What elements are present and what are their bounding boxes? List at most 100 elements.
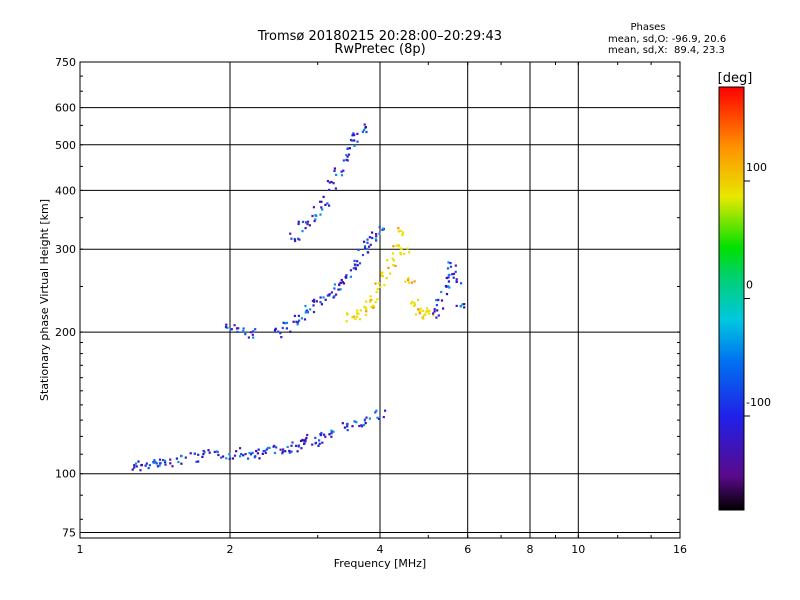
echo-point [368, 300, 371, 303]
echo-points [131, 123, 466, 472]
echo-point [375, 290, 378, 293]
echo-point [282, 448, 285, 451]
echo-point [374, 301, 377, 304]
echo-point [418, 312, 421, 315]
echo-point [321, 208, 324, 211]
echo-point [252, 330, 255, 333]
echo-point [237, 327, 240, 330]
echo-point [399, 253, 402, 256]
x-tick-label: 1 [77, 543, 84, 556]
echo-point [355, 421, 358, 424]
echo-point [148, 464, 151, 467]
echo-point [220, 456, 223, 459]
echo-point [320, 206, 323, 209]
echo-point [361, 130, 364, 133]
y-axis-ticks [80, 75, 680, 520]
echo-point [328, 433, 331, 436]
echo-point [407, 279, 410, 282]
echo-point [156, 465, 159, 468]
echo-point [189, 452, 192, 455]
echo-point [417, 298, 420, 301]
echo-point [422, 317, 425, 320]
echo-point [403, 252, 406, 255]
echo-point [452, 276, 455, 279]
echo-point [304, 440, 307, 443]
echo-point [382, 227, 385, 230]
echo-point [358, 262, 362, 265]
echo-point [440, 290, 443, 294]
phase-stats-title: Phases [630, 22, 665, 33]
echo-point [314, 218, 317, 221]
echo-point [411, 300, 414, 303]
echo-point [258, 457, 261, 460]
echo-point [345, 276, 348, 279]
echo-point [368, 245, 371, 248]
echo-point [297, 237, 300, 240]
x-axis-ticks [79, 62, 681, 538]
echo-point [352, 132, 355, 135]
echo-point [445, 293, 449, 296]
echo-point [353, 315, 356, 318]
echo-point [433, 310, 436, 313]
echo-point [346, 313, 349, 316]
echo-point [346, 159, 349, 162]
echo-point [137, 460, 140, 463]
echo-point [213, 450, 216, 453]
phase-stats-o: mean, sd,O: -96.9, 20.6 [608, 34, 726, 45]
echo-point [330, 180, 333, 184]
echo-point [408, 281, 411, 284]
echo-point [273, 444, 276, 447]
echo-point [275, 446, 278, 449]
echo-point [398, 245, 401, 248]
echo-point [158, 462, 162, 465]
echo-point [345, 158, 348, 161]
echo-point [311, 299, 314, 302]
echo-point [230, 328, 233, 331]
y-tick-label: 200 [55, 326, 76, 339]
x-axis-label: Frequency [MHz] [334, 557, 426, 570]
echo-point [356, 140, 359, 143]
echo-point [263, 449, 266, 453]
echo-point [332, 296, 335, 299]
echo-point [328, 181, 331, 184]
echo-point [399, 229, 402, 232]
echo-point [391, 257, 394, 260]
echo-point [376, 287, 379, 291]
y-axis-label: Stationary phase Virtual Height [km] [38, 199, 51, 401]
echo-point [463, 306, 466, 309]
echo-point [140, 463, 143, 467]
echo-point [326, 294, 329, 297]
echo-point [262, 450, 265, 453]
echo-point [317, 444, 320, 447]
echo-point [397, 243, 400, 246]
echo-point [320, 433, 323, 436]
echo-point [452, 272, 456, 275]
echo-point [202, 449, 205, 453]
echo-point [279, 448, 282, 451]
echo-point [383, 284, 386, 287]
echo-point [410, 302, 413, 305]
echo-point [447, 273, 450, 277]
echo-point [284, 322, 287, 325]
echo-point [314, 436, 317, 439]
echo-point [435, 304, 438, 307]
echo-point [306, 223, 309, 226]
echo-point [363, 245, 367, 248]
echo-point [292, 320, 295, 323]
echo-point [242, 454, 245, 457]
echo-point [320, 431, 323, 435]
echo-point [297, 222, 300, 226]
echo-point [217, 453, 220, 457]
echo-point [454, 270, 457, 273]
echo-point [304, 438, 307, 441]
echo-point [300, 447, 303, 450]
echo-point [341, 422, 344, 425]
echo-point [197, 453, 200, 456]
echo-point [374, 411, 377, 414]
echo-point [247, 336, 250, 339]
echo-point [296, 323, 299, 326]
echo-point [339, 281, 342, 284]
echo-point [242, 329, 245, 333]
echo-point [131, 468, 134, 471]
